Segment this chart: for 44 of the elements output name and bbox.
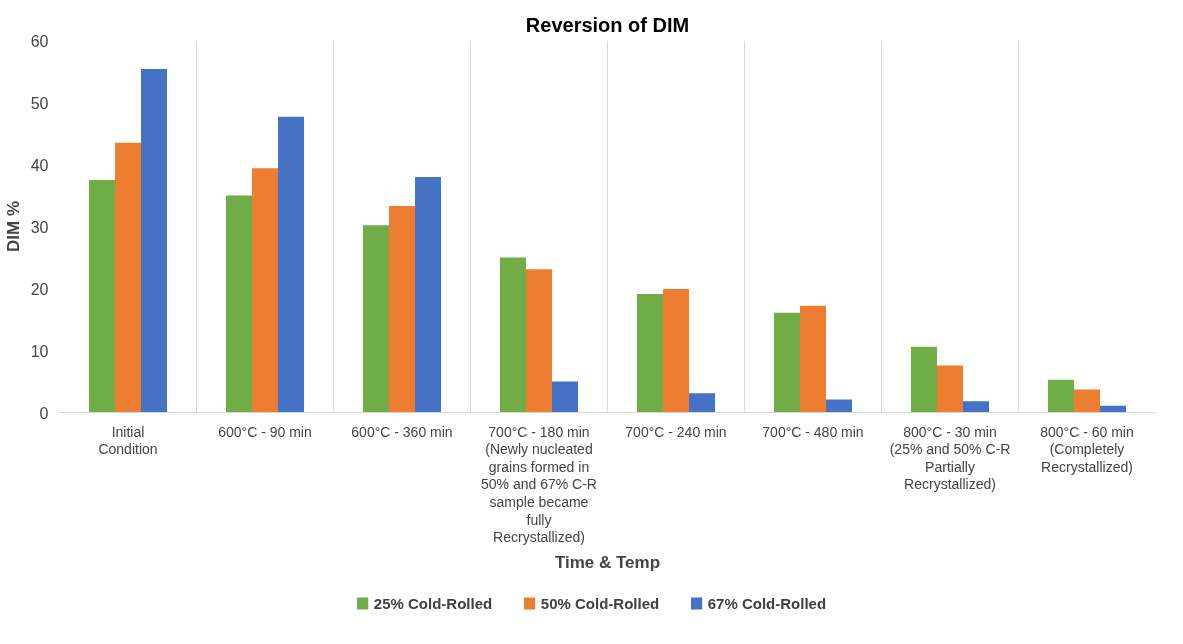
- bar: [415, 176, 442, 413]
- x-tick-label: Initial Condition: [98, 423, 158, 458]
- x-tick-label: 800°C - 30 min (25% and 50% C-R Partially Recrystallized): [889, 423, 1011, 493]
- x-axis-title: Time & Temp: [554, 553, 661, 573]
- legend-label: 25% Cold-Rolled: [373, 595, 493, 612]
- y-tick-label: 10: [30, 342, 49, 360]
- bar: [114, 142, 142, 413]
- y-tick-label: 20: [30, 280, 49, 298]
- bar: [278, 116, 305, 413]
- bar: [1047, 379, 1074, 413]
- legend-label: 50% Cold-Rolled: [540, 595, 660, 612]
- bar: [826, 399, 853, 413]
- x-tick-label: 600°C - 360 min: [351, 423, 453, 440]
- bar: [963, 401, 990, 413]
- bar: [88, 180, 115, 413]
- bar: [636, 294, 663, 413]
- bar: [689, 393, 716, 413]
- bar: [799, 305, 827, 413]
- x-tick-label: 700°C - 180 min (Newly nucleated grains formed in 50% and 67% C-R sample became fully Recrystallized): [481, 423, 597, 546]
- bar: [388, 206, 416, 413]
- bar: [1073, 389, 1101, 413]
- y-tick-label: 50: [30, 94, 49, 112]
- bar: [662, 289, 690, 413]
- x-tick-label: 700°C - 480 min: [762, 423, 864, 440]
- bar: [225, 195, 252, 413]
- y-tick-label: 60: [30, 32, 49, 50]
- legend-label: 67% Cold-Rolled: [707, 595, 827, 612]
- bar: [936, 365, 964, 413]
- bar: [251, 168, 279, 413]
- y-tick-label: 30: [30, 218, 49, 236]
- bar: [499, 257, 526, 413]
- y-tick-label: 40: [30, 156, 49, 174]
- x-tick-label: 600°C - 90 min: [218, 423, 312, 440]
- y-axis-title: DIM %: [3, 201, 23, 252]
- y-tick-label: 0: [39, 404, 49, 422]
- bar: [910, 346, 937, 413]
- bar: [773, 312, 800, 413]
- bar: [552, 381, 579, 413]
- x-tick-label: 700°C - 240 min: [625, 423, 727, 440]
- chart-title: Reversion of DIM: [525, 13, 690, 36]
- bar: [525, 269, 553, 413]
- bar: [141, 69, 168, 413]
- x-tick-label: 800°C - 60 min (Completely Recrystallized): [1040, 423, 1134, 475]
- bar: [362, 225, 389, 413]
